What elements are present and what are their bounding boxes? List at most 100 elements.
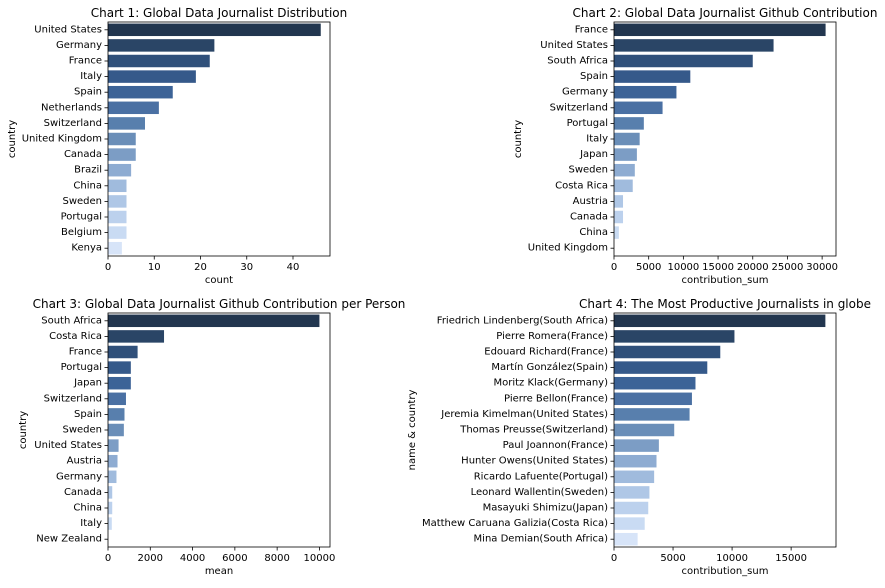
x-tick-label: 0 bbox=[611, 262, 617, 273]
y-tick-label: Austria bbox=[573, 196, 608, 207]
bar-11 bbox=[108, 179, 127, 193]
chart-title: Chart 4: The Most Productive Journalists… bbox=[579, 297, 871, 311]
bar-9 bbox=[108, 439, 119, 452]
y-tick-label: Pierre Bellon(France) bbox=[504, 393, 608, 404]
bar-5 bbox=[614, 85, 677, 99]
y-tick-label: Thomas Preusse(Switzerland) bbox=[459, 425, 608, 436]
x-axis-label: contribution_sum bbox=[682, 275, 769, 286]
x-tick-label: 0 bbox=[105, 262, 111, 273]
x-tick-label: 0 bbox=[611, 553, 617, 564]
y-tick-label: Mina Demian(South Africa) bbox=[474, 534, 609, 545]
y-tick-label: Masayuki Shimizu(Japan) bbox=[483, 503, 608, 514]
bar-1 bbox=[614, 314, 826, 328]
bar-13 bbox=[614, 210, 624, 224]
y-tick-label: Portugal bbox=[567, 118, 608, 129]
y-tick-label: Costa Rica bbox=[49, 331, 102, 342]
bar-14 bbox=[108, 517, 112, 530]
y-tick-label: Jeremia Kimelman(United States) bbox=[440, 409, 608, 420]
bar-14 bbox=[614, 226, 619, 239]
bar-8 bbox=[614, 132, 640, 146]
y-tick-label: Spain bbox=[580, 71, 608, 82]
y-tick-label: Germany bbox=[562, 87, 608, 98]
bar-6 bbox=[108, 101, 159, 115]
y-tick-label: United Kingdom bbox=[528, 243, 608, 254]
bar-5 bbox=[614, 376, 696, 390]
bar-10 bbox=[614, 163, 635, 177]
bar-3 bbox=[614, 54, 753, 68]
bar-2 bbox=[614, 330, 735, 343]
x-tick-label: 10000 bbox=[716, 553, 748, 564]
x-tick-label: 8000 bbox=[264, 553, 289, 564]
bar-4 bbox=[108, 361, 131, 374]
y-tick-label: Sweden bbox=[62, 196, 102, 207]
y-tick-label: Japan bbox=[579, 149, 608, 160]
y-tick-label: United States bbox=[34, 24, 102, 35]
y-tick-label: Leonard Wallentin(Sweden) bbox=[471, 487, 608, 498]
y-tick-label: Ricardo Lafuente(Portugal) bbox=[474, 471, 608, 482]
x-tick-label: 5000 bbox=[636, 262, 661, 273]
chart-1: United States Germany France Italy Spain Neth… bbox=[7, 6, 347, 286]
bar-4 bbox=[614, 70, 691, 83]
y-tick-label: United States bbox=[34, 440, 102, 451]
bar-3 bbox=[614, 345, 721, 359]
bar-2 bbox=[108, 39, 215, 52]
bar-14 bbox=[108, 226, 127, 239]
y-tick-label: South Africa bbox=[41, 315, 102, 326]
y-tick-label: Sweden bbox=[568, 165, 608, 176]
y-tick-label: Kenya bbox=[71, 243, 102, 254]
bar-12 bbox=[614, 195, 624, 208]
bar-3 bbox=[108, 54, 210, 68]
bar-1 bbox=[614, 23, 826, 37]
bar-9 bbox=[108, 148, 136, 161]
y-tick-label: Germany bbox=[56, 40, 102, 51]
x-tick-label: 4000 bbox=[180, 553, 205, 564]
chart-4: Friedrich Lindenberg(South Africa) Pierre… bbox=[407, 297, 871, 577]
bar-11 bbox=[108, 470, 117, 484]
x-axis-label: contribution_sum bbox=[682, 566, 769, 577]
y-tick-label: Switzerland bbox=[44, 393, 102, 404]
bar-7 bbox=[614, 117, 644, 130]
y-tick-label: Martín González(Spain) bbox=[491, 361, 608, 373]
x-tick-label: 10 bbox=[148, 262, 161, 273]
y-tick-label: Austria bbox=[67, 456, 102, 467]
y-tick-label: China bbox=[73, 180, 102, 191]
bar-13 bbox=[614, 501, 649, 515]
y-tick-label: Germany bbox=[56, 471, 102, 482]
bar-6 bbox=[108, 392, 126, 406]
y-axis-label: name & country bbox=[407, 390, 418, 471]
y-axis-label: country bbox=[18, 411, 29, 449]
plot-frame bbox=[107, 312, 331, 548]
x-axis-label: mean bbox=[205, 566, 233, 577]
bar-10 bbox=[614, 454, 657, 468]
y-tick-label: France bbox=[69, 56, 102, 67]
bar-15 bbox=[614, 532, 638, 546]
bar-10 bbox=[108, 163, 132, 177]
y-tick-label: Italy bbox=[80, 71, 102, 82]
bar-10 bbox=[108, 454, 118, 468]
bar-5 bbox=[108, 376, 131, 390]
bar-14 bbox=[614, 517, 645, 530]
bar-4 bbox=[614, 361, 708, 374]
x-tick-label: 40 bbox=[287, 262, 300, 273]
y-tick-label: Canada bbox=[570, 212, 608, 223]
bar-12 bbox=[614, 486, 650, 499]
bar-2 bbox=[614, 39, 774, 52]
y-tick-label: Japan bbox=[73, 378, 102, 389]
y-tick-label: Italy bbox=[586, 134, 608, 145]
bar-12 bbox=[108, 486, 113, 499]
y-tick-label: New Zealand bbox=[36, 534, 102, 545]
x-tick-label: 0 bbox=[105, 553, 111, 564]
y-tick-label: France bbox=[69, 347, 102, 358]
x-tick-label: 20 bbox=[194, 262, 207, 273]
bar-15 bbox=[108, 241, 122, 255]
bar-1 bbox=[108, 23, 321, 37]
bar-5 bbox=[108, 85, 173, 99]
chart-title: Chart 3: Global Data Journalist Github C… bbox=[33, 297, 406, 311]
chart-3: South Africa Costa Rica France Portugal Japa… bbox=[18, 297, 405, 577]
bar-13 bbox=[108, 501, 113, 515]
x-tick-label: 30 bbox=[240, 262, 253, 273]
x-tick-label: 15000 bbox=[775, 553, 807, 564]
x-tick-label: 20000 bbox=[737, 262, 769, 273]
